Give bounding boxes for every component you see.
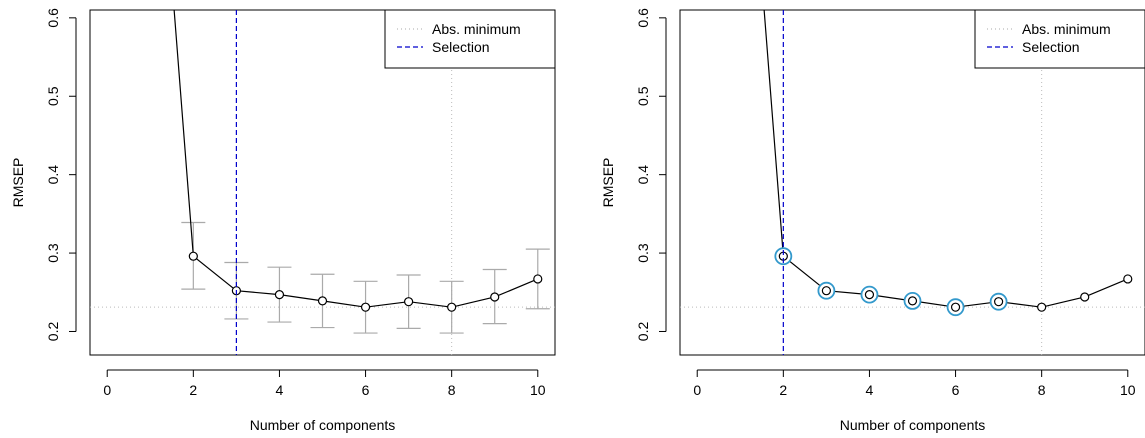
x-tick-label: 2 bbox=[779, 382, 787, 398]
data-point bbox=[864, 290, 875, 300]
chart-2: 0 2 4 6 8 10 Number of components 0.2 0.3 0.4 0.5 0… bbox=[600, 8, 1145, 433]
plot-frame bbox=[679, 9, 1145, 356]
y-axis-label: RMSEP bbox=[600, 158, 616, 208]
y-tick-label: 0.3 bbox=[45, 243, 61, 263]
legend-label: Selection bbox=[1022, 39, 1080, 55]
y-tick-label: 0.5 bbox=[635, 86, 651, 106]
y-tick-label: 0.3 bbox=[635, 243, 651, 263]
x-tick-label: 8 bbox=[1038, 382, 1046, 398]
plot-area bbox=[90, 10, 555, 355]
y-tick-label: 0.4 bbox=[635, 165, 651, 185]
data-point bbox=[950, 302, 961, 312]
y-tick-label: 0.6 bbox=[45, 8, 61, 28]
x-tick-label: 0 bbox=[693, 382, 701, 398]
x-tick-label: 4 bbox=[866, 382, 874, 398]
data-point bbox=[447, 302, 457, 312]
y-tick-label: 0.6 bbox=[635, 8, 651, 28]
chart-1: 0 2 4 6 8 10 Number of components 0.2 0.3 0.4 0.5 0… bbox=[10, 8, 556, 433]
legend: Abs. minimum Selection bbox=[384, 9, 556, 69]
legend-label: Abs. minimum bbox=[432, 21, 521, 37]
x-tick-label: 2 bbox=[189, 382, 197, 398]
legend-label: Selection bbox=[432, 39, 490, 55]
x-axis-label: Number of components bbox=[840, 417, 986, 433]
y-tick-label: 0.4 bbox=[45, 165, 61, 185]
x-tick-label: 0 bbox=[103, 382, 111, 398]
data-point bbox=[533, 274, 543, 284]
y-tick-label: 0.2 bbox=[635, 322, 651, 342]
data-point bbox=[188, 251, 198, 261]
data-point bbox=[274, 290, 285, 300]
x-tick-label: 10 bbox=[1120, 382, 1136, 398]
legend-box bbox=[974, 9, 1145, 69]
plot-area bbox=[680, 10, 1145, 355]
data-point bbox=[317, 296, 328, 306]
legend-box bbox=[384, 9, 556, 69]
legend: Abs. minimum Selection bbox=[974, 9, 1145, 69]
plot-frame bbox=[89, 9, 556, 356]
data-point bbox=[907, 296, 918, 306]
data-point bbox=[360, 302, 371, 312]
y-axis-label: RMSEP bbox=[10, 158, 26, 208]
y-tick-label: 0.2 bbox=[45, 322, 61, 342]
x-tick-label: 8 bbox=[448, 382, 456, 398]
x-axis-label: Number of components bbox=[250, 417, 396, 433]
x-tick-label: 6 bbox=[362, 382, 370, 398]
legend-label: Abs. minimum bbox=[1022, 21, 1111, 37]
data-point bbox=[1037, 302, 1047, 312]
data-point bbox=[1123, 274, 1133, 284]
data-point bbox=[994, 297, 1004, 307]
data-point bbox=[821, 286, 831, 296]
x-tick-label: 4 bbox=[276, 382, 284, 398]
x-tick-label: 6 bbox=[952, 382, 960, 398]
data-point bbox=[404, 297, 414, 307]
x-tick-label: 10 bbox=[530, 382, 546, 398]
data-point bbox=[490, 292, 500, 302]
y-tick-label: 0.5 bbox=[45, 86, 61, 106]
data-point bbox=[1080, 292, 1090, 302]
